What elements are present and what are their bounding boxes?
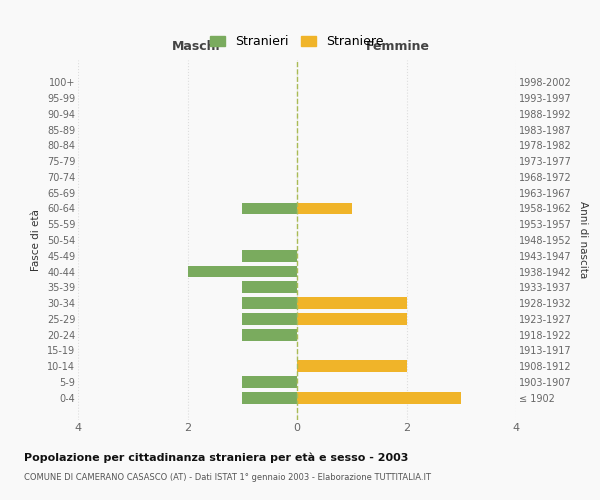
Y-axis label: Anni di nascita: Anni di nascita (578, 202, 589, 278)
Bar (242, 250, 297, 262)
Bar (297, 297, 407, 309)
Bar (297, 202, 352, 214)
Text: COMUNE DI CAMERANO CASASCO (AT) - Dati ISTAT 1° gennaio 2003 - Elaborazione TUTT: COMUNE DI CAMERANO CASASCO (AT) - Dati I… (24, 472, 431, 482)
Legend: Stranieri, Straniere: Stranieri, Straniere (205, 30, 389, 53)
Y-axis label: Fasce di età: Fasce di età (31, 209, 41, 271)
Bar (297, 313, 407, 325)
Bar (242, 376, 297, 388)
Text: Maschi: Maschi (172, 40, 221, 53)
Bar (297, 392, 461, 404)
Bar (242, 282, 297, 293)
Text: Popolazione per cittadinanza straniera per età e sesso - 2003: Popolazione per cittadinanza straniera p… (24, 452, 409, 463)
Bar (242, 392, 297, 404)
Bar (242, 202, 297, 214)
Bar (187, 266, 297, 278)
Bar (242, 313, 297, 325)
Bar (297, 360, 407, 372)
Bar (242, 297, 297, 309)
Bar (242, 328, 297, 340)
Text: Femmine: Femmine (366, 40, 430, 53)
